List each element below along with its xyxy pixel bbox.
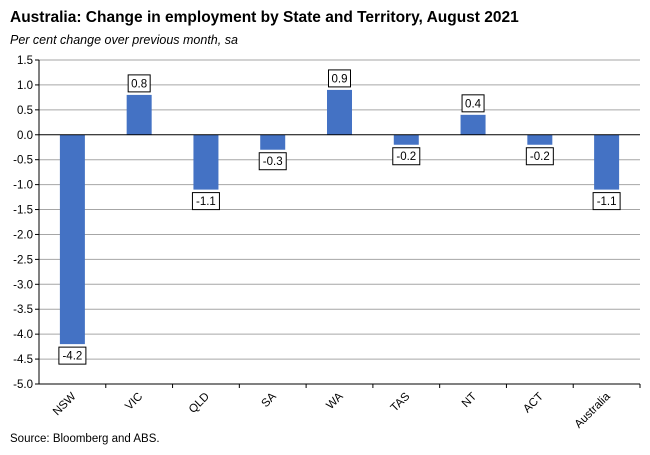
bar-qld [193, 134, 219, 190]
data-label-text: -0.2 [396, 151, 416, 163]
data-label-text: 0.9 [332, 73, 348, 85]
bar-sa [260, 134, 286, 150]
data-label-box [328, 69, 351, 88]
bar-nsw [59, 134, 85, 345]
data-label-text: 0.4 [465, 98, 482, 110]
data-labels: -4.2 0.8 -1.1 -0.3 0.9 -0.2 0.4 -0.2 -1.1 [58, 69, 621, 365]
data-label-box [392, 147, 421, 166]
y-tick-label: -1.5 [13, 205, 33, 217]
x-tick-label: Australia [573, 390, 614, 431]
bar-vic [126, 94, 152, 135]
data-label: 0.9 [328, 69, 351, 88]
data-label-text: 0.8 [131, 78, 147, 90]
data-label-box [461, 94, 485, 113]
y-tick-label: -2.0 [13, 229, 33, 241]
data-label: -0.3 [258, 152, 287, 171]
y-tick-label: -3.5 [13, 304, 33, 316]
data-label: -0.2 [392, 147, 421, 166]
data-label-text: -1.1 [597, 196, 617, 208]
y-tick-label: -3.0 [13, 279, 33, 291]
bars [59, 89, 620, 345]
x-tick-label: SA [260, 390, 280, 410]
y-tick-label: -2.5 [13, 254, 33, 266]
data-label-box [592, 192, 621, 211]
x-tick-label: NSW [51, 391, 79, 419]
data-label: -4.2 [58, 346, 87, 365]
data-label-box [191, 192, 220, 211]
bar-nt [460, 114, 486, 135]
x-tick-label: ACT [521, 391, 546, 416]
axes [35, 59, 641, 388]
y-tick-label: -5.0 [13, 379, 33, 391]
source-note: Source: Bloomberg and ABS. [10, 433, 160, 445]
y-tick-label: 1.5 [17, 55, 33, 67]
y-tick-label: -4.5 [13, 354, 33, 366]
bar-tas [393, 134, 419, 145]
y-tick-labels: 1.5 1.0 0.5 0.0 -0.5 -1.0 -1.5 -2.0 -2.5 -3.0 -3.5… [13, 55, 33, 391]
bar-act [527, 134, 553, 145]
bar-australia [594, 134, 620, 190]
x-tick-label: TAS [389, 390, 413, 414]
data-label: -1.1 [191, 192, 220, 211]
x-tick-labels: NSW VIC QLD SA WA TAS NT ACT Australia [51, 390, 613, 431]
y-tick-label: -4.0 [13, 329, 33, 341]
chart-subtitle: Per cent change over previous month, sa [10, 33, 238, 47]
data-label-text: -0.3 [263, 156, 283, 168]
data-label-text: -0.2 [530, 151, 550, 163]
y-tick-label: 1.0 [17, 80, 33, 92]
data-label-box [525, 147, 554, 166]
y-tick-label: 0.0 [17, 130, 33, 142]
data-label-box [127, 74, 151, 93]
x-tick-label: QLD [187, 391, 212, 416]
y-tick-label: 0.5 [17, 105, 33, 117]
bar-wa [327, 89, 352, 135]
x-tick-label: VIC [123, 391, 145, 413]
data-label: -1.1 [592, 192, 621, 211]
data-label-box [58, 346, 87, 365]
data-label: 0.8 [127, 74, 151, 93]
data-label: -0.2 [525, 147, 554, 166]
data-label: 0.4 [461, 94, 485, 113]
x-tick-label: WA [324, 390, 346, 412]
x-tick-label: NT [460, 391, 479, 410]
chart-title: Australia: Change in employment by State… [10, 9, 519, 26]
data-label-box [258, 152, 287, 171]
y-tick-label: -0.5 [13, 155, 33, 167]
y-tick-label: -1.0 [13, 180, 33, 192]
data-label-text: -1.1 [196, 196, 216, 208]
data-label-text: -4.2 [62, 351, 82, 363]
